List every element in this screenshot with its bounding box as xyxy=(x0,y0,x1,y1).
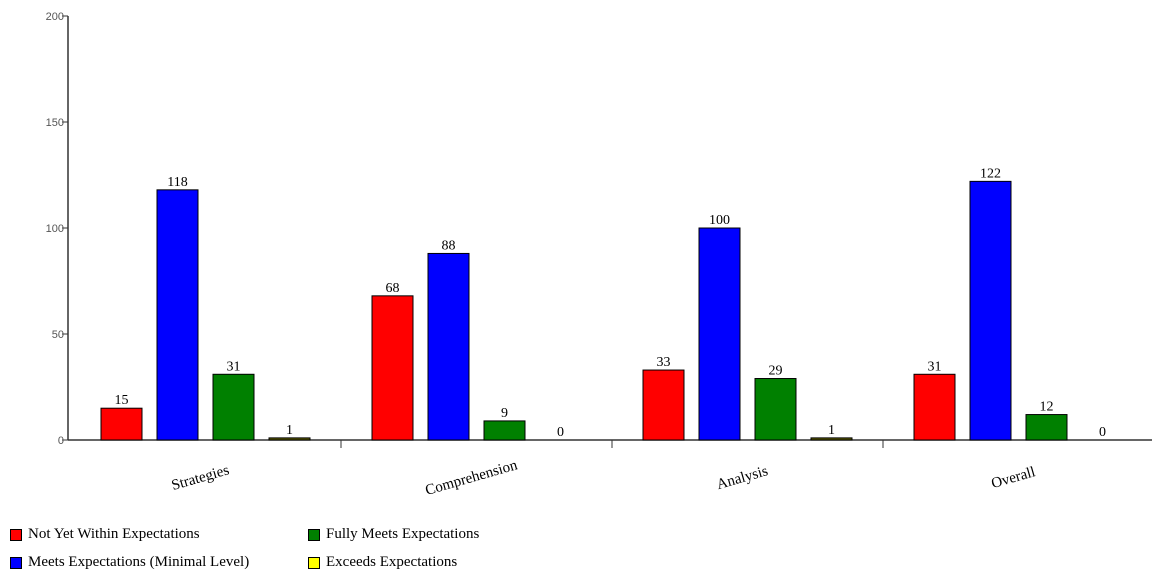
x-category-label: Overall xyxy=(990,464,1038,492)
legend-label: Fully Meets Expectations xyxy=(326,526,480,542)
legend-label: Not Yet Within Expectations xyxy=(28,526,200,542)
bars xyxy=(100,180,1068,441)
bar xyxy=(1025,414,1068,441)
bar xyxy=(969,180,1012,441)
bar xyxy=(642,369,685,441)
value-label: 31 xyxy=(227,359,241,374)
legend-swatch xyxy=(308,556,320,569)
value-label: 122 xyxy=(980,166,1001,181)
bar xyxy=(156,189,199,441)
y-tick-label: 100 xyxy=(46,223,64,235)
x-category-label: Comprehension xyxy=(424,457,520,499)
value-label: 0 xyxy=(557,425,564,440)
bar xyxy=(698,227,741,441)
bar-chart: 0 50 100 150 200 15 118 31 1 Strategies 68 88 9 0 Com… xyxy=(46,11,1152,499)
value-label: 100 xyxy=(709,213,730,228)
value-label: 118 xyxy=(167,175,187,190)
legend-label: Meets Expectations (Minimal Level) xyxy=(28,554,250,570)
value-label: 0 xyxy=(1099,425,1106,440)
x-category-label: Analysis xyxy=(715,463,770,493)
bar xyxy=(913,373,956,441)
bar xyxy=(268,437,311,441)
legend-label: Exceeds Expectations xyxy=(326,554,458,570)
legend-item-fully-meets: Fully Meets Expectations xyxy=(308,526,479,543)
legend-swatch xyxy=(10,556,22,569)
y-tick-label: 0 xyxy=(58,435,64,447)
legend-item-not-yet: Not Yet Within Expectations xyxy=(10,526,200,543)
legend-swatch xyxy=(10,528,22,541)
value-label: 29 xyxy=(769,364,783,379)
y-tick-label: 50 xyxy=(52,329,64,341)
value-label: 33 xyxy=(657,355,671,370)
bar xyxy=(371,295,414,441)
labels: 15 118 31 1 Strategies 68 88 9 0 Comprehension 33 1… xyxy=(115,166,1107,499)
legend-swatch xyxy=(308,528,320,541)
value-label: 1 xyxy=(828,423,835,438)
bar xyxy=(810,437,853,441)
bar xyxy=(483,420,526,441)
bar xyxy=(100,407,143,441)
value-label: 15 xyxy=(115,393,129,408)
bar xyxy=(427,252,470,441)
bar xyxy=(212,373,255,441)
value-label: 1 xyxy=(286,423,293,438)
legend-item-exceeds: Exceeds Expectations xyxy=(308,554,457,571)
bar xyxy=(754,378,797,441)
value-label: 12 xyxy=(1040,400,1054,415)
legend-item-meets-minimal: Meets Expectations (Minimal Level) xyxy=(10,554,249,571)
value-label: 88 xyxy=(442,238,456,253)
y-tick-label: 150 xyxy=(46,117,64,129)
y-tick-label: 200 xyxy=(46,11,64,23)
value-label: 68 xyxy=(386,281,400,296)
value-label: 31 xyxy=(928,359,942,374)
value-label: 9 xyxy=(501,406,508,421)
x-category-label: Strategies xyxy=(170,462,231,494)
